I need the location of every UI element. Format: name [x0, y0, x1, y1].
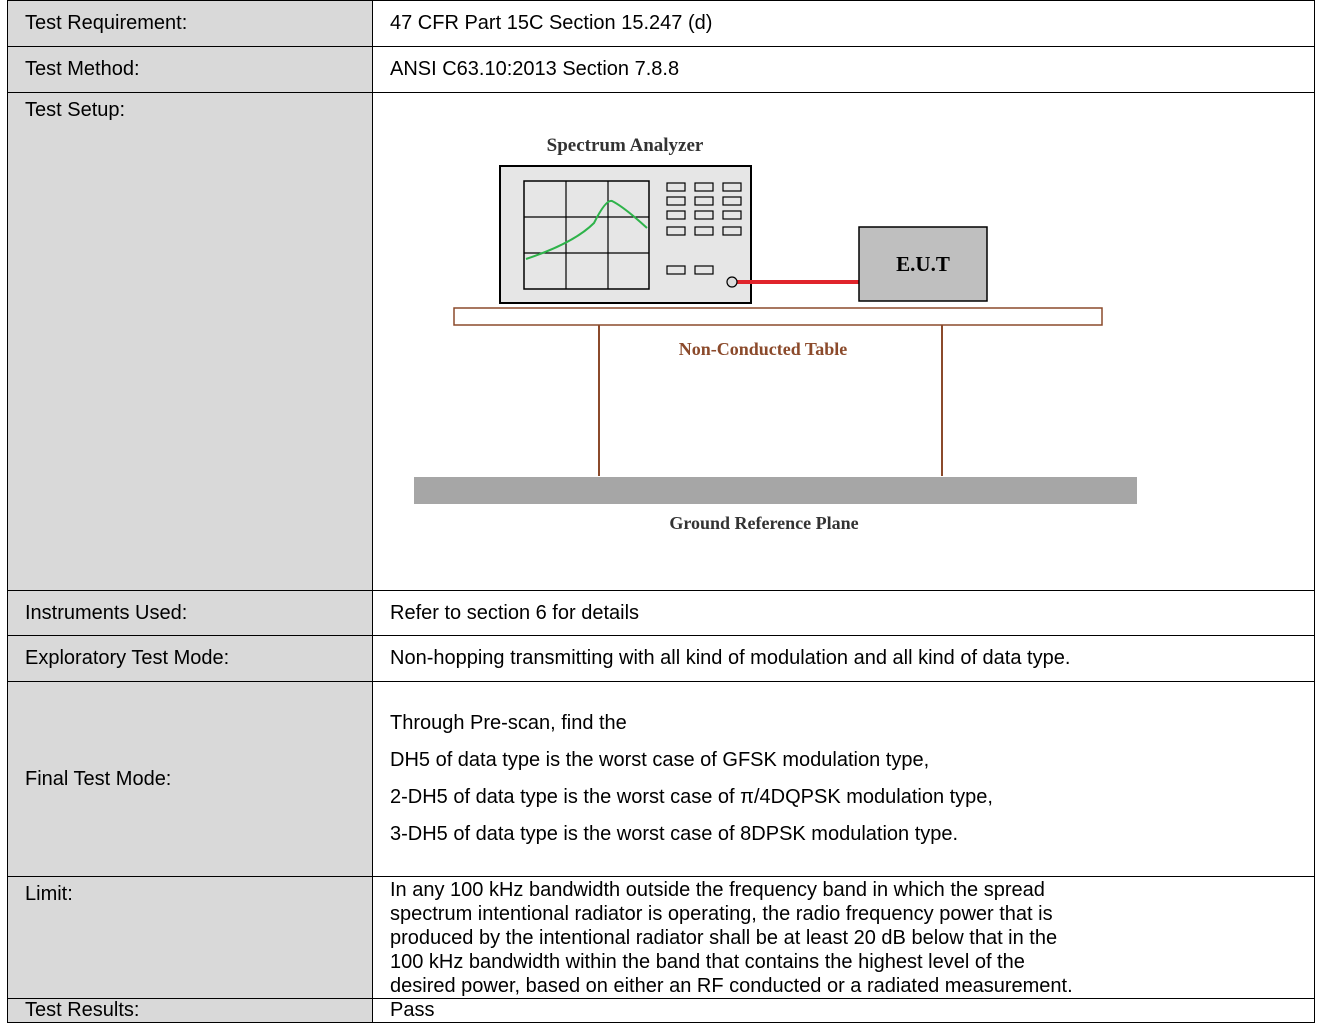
- button: [722, 226, 742, 236]
- button: [694, 196, 714, 206]
- text-line: spectrum intentional radiator is operati…: [390, 903, 1053, 925]
- eut-label: E.U.T: [896, 252, 950, 276]
- button: [694, 265, 714, 275]
- text-line: desired power, based on either an RF con…: [390, 975, 1073, 997]
- row-label: Test Setup:: [7, 92, 373, 591]
- table-row: Limit: In any 100 kHz bandwidth outside t…: [7, 876, 1315, 999]
- button: [666, 210, 686, 220]
- button: [722, 182, 742, 192]
- row-label: Test Results:: [7, 998, 373, 1023]
- row-value: In any 100 kHz bandwidth outside the fre…: [372, 876, 1315, 999]
- table-row: Test Setup: Spectrum Analyzer E.U.T Non-Con…: [7, 92, 1315, 591]
- trace: [525, 199, 648, 260]
- table-row: Final Test Mode: Through Pre-scan, find t…: [7, 681, 1315, 877]
- button: [666, 182, 686, 192]
- row-label: Test Method:: [7, 46, 373, 93]
- table-row: Instruments Used: Refer to section 6 for …: [7, 590, 1315, 636]
- text-line: 2-DH5 of data type is the worst case of …: [390, 786, 993, 808]
- row-value: Refer to section 6 for details: [372, 590, 1315, 636]
- text-line: DH5 of data type is the worst case of GF…: [390, 749, 930, 771]
- button: [694, 210, 714, 220]
- text-line: 100 kHz bandwidth within the band that c…: [390, 951, 1025, 973]
- table-top: [453, 307, 1103, 326]
- button: [666, 196, 686, 206]
- row-label: Final Test Mode:: [7, 681, 373, 877]
- button: [722, 210, 742, 220]
- row-value: ANSI C63.10:2013 Section 7.8.8: [372, 46, 1315, 93]
- text-line: In any 100 kHz bandwidth outside the fre…: [390, 879, 1045, 901]
- row-value: Non-hopping transmitting with all kind o…: [372, 635, 1315, 682]
- table-row: Test Results: Pass: [7, 998, 1315, 1023]
- button: [722, 196, 742, 206]
- row-label: Instruments Used:: [7, 590, 373, 636]
- button: [694, 182, 714, 192]
- port: [726, 276, 738, 288]
- button: [694, 226, 714, 236]
- text-line: produced by the intentional radiator sha…: [390, 927, 1058, 949]
- row-label: Test Requirement:: [7, 0, 373, 47]
- analyzer-screen: [523, 180, 650, 290]
- row-value: Spectrum Analyzer E.U.T Non-Conducted Tabl…: [372, 92, 1315, 591]
- row-value: Pass: [372, 998, 1315, 1023]
- ground-plane: [414, 477, 1137, 504]
- button: [666, 226, 686, 236]
- eut-box: [858, 226, 988, 302]
- table-body: Test Requirement: 47 CFR Part 15C Section…: [7, 0, 1315, 1023]
- row-label: Limit:: [7, 876, 373, 999]
- row-value: Through Pre-scan, find the DH5 of data ty…: [372, 681, 1315, 877]
- test-table: Test Requirement: 47 CFR Part 15C Section…: [7, 0, 1315, 1023]
- row-value: 47 CFR Part 15C Section 15.247 (d): [372, 0, 1315, 47]
- row-label: Exploratory Test Mode:: [7, 635, 373, 682]
- ground-label: Ground Reference Plane: [669, 513, 858, 533]
- table-row: Test Requirement: 47 CFR Part 15C Section…: [7, 0, 1315, 47]
- text-line: Through Pre-scan, find the: [390, 712, 627, 734]
- button: [666, 265, 686, 275]
- table-label: Non-Conducted Table: [679, 339, 848, 359]
- table-row: Test Method: ANSI C63.10:2013 Section 7.8…: [7, 46, 1315, 93]
- setup-diagram: Spectrum Analyzer E.U.T Non-Conducted Tabl…: [414, 135, 1137, 533]
- text-line: 3-DH5 of data type is the worst case of …: [390, 823, 959, 845]
- analyzer-label: Spectrum Analyzer: [547, 135, 704, 156]
- table-row: Exploratory Test Mode: Non-hopping transm…: [7, 635, 1315, 682]
